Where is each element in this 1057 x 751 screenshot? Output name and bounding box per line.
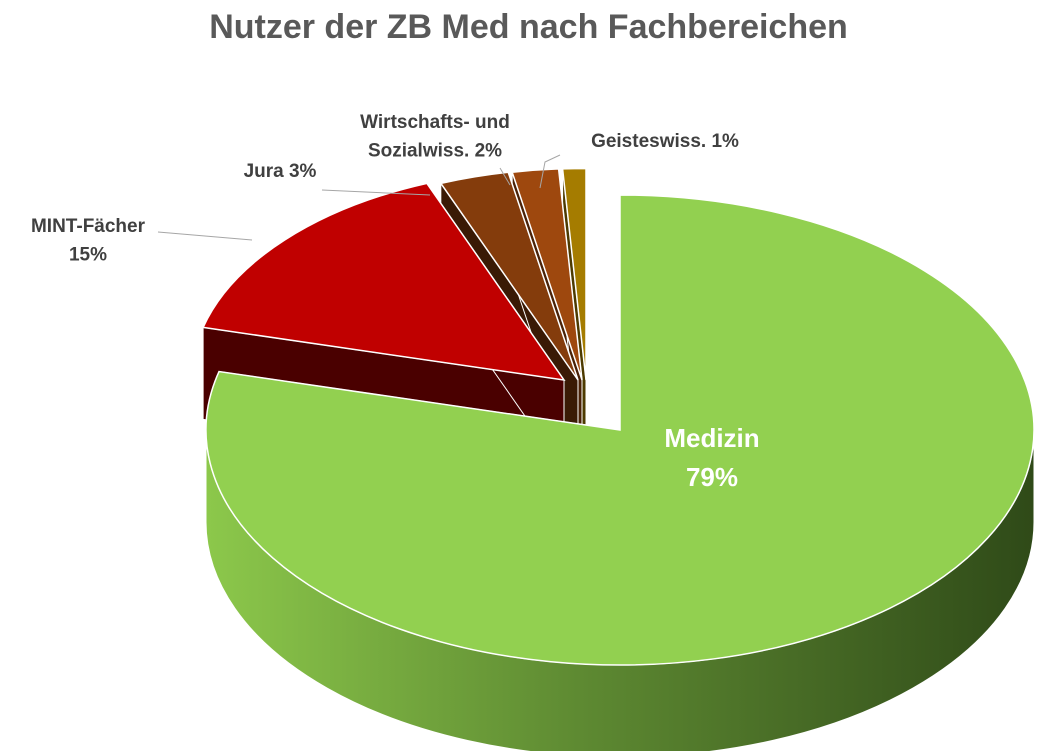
leader-line-jura	[321, 189, 431, 196]
leader-line-mint-f-cher	[157, 231, 253, 241]
data-label-geisteswiss-: Geisteswiss. 1%	[591, 131, 739, 152]
data-label-medizin: Medizin 79%	[664, 423, 759, 492]
data-label-jura: Jura 3%	[244, 161, 317, 182]
pie-slice-medizin	[205, 194, 1035, 666]
pie-slice-geisteswiss-	[561, 167, 587, 381]
pie-slice-jura	[439, 171, 579, 381]
pie-slice-mint-f-cher	[202, 182, 566, 381]
chart-title: Nutzer der ZB Med nach Fachbereichen	[209, 8, 848, 46]
data-label-mint-f-cher: MINT-Fächer 15%	[31, 216, 146, 266]
data-label-wirtschafts-und-sozialwiss-: Wirtschafts- und Sozialwiss. 2%	[360, 112, 510, 162]
leader-line-wirtschafts-und-sozialwiss-	[499, 167, 511, 186]
leader-line-geisteswiss-	[539, 154, 561, 189]
pie-slice-wirtschafts-und-sozialwiss-	[511, 168, 583, 381]
